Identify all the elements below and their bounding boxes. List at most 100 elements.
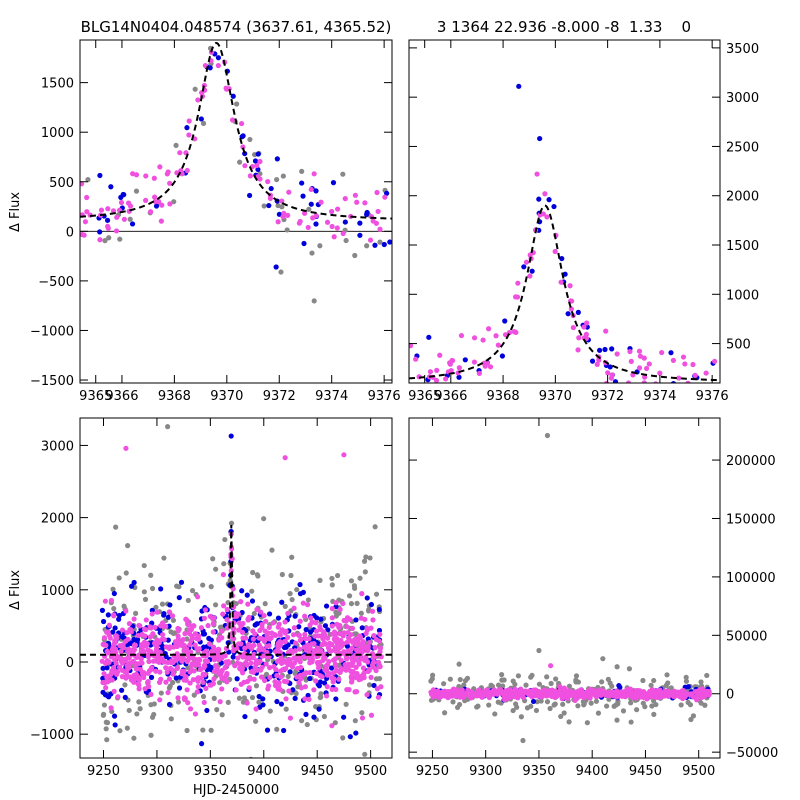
data-point-magenta	[341, 617, 347, 624]
data-point-magenta	[692, 372, 698, 378]
data-point-blue	[372, 242, 378, 248]
data-point-blue	[323, 603, 330, 609]
data-point-blue	[131, 579, 137, 586]
data-point-gray	[200, 727, 206, 733]
data-point-blue	[252, 158, 259, 164]
data-point-blue	[153, 203, 160, 209]
data-point-magenta	[219, 686, 225, 692]
data-point-magenta	[259, 664, 265, 670]
data-point-blue	[353, 617, 359, 623]
data-point-gray	[106, 235, 112, 241]
data-point-gray	[289, 554, 295, 560]
data-point-magenta	[341, 452, 347, 458]
data-point-magenta	[337, 606, 343, 613]
data-point-magenta	[369, 608, 376, 614]
data-point-gray	[283, 706, 289, 712]
data-point-gray	[280, 173, 286, 179]
y-tick-label: 500	[49, 176, 74, 191]
data-point-gray	[442, 710, 448, 716]
x-tick-label: 9374	[643, 389, 676, 404]
data-point-gray	[520, 737, 526, 744]
data-point-magenta	[111, 613, 117, 619]
data-point-magenta	[548, 663, 554, 669]
data-point-magenta	[245, 601, 251, 607]
data-point-magenta	[211, 615, 217, 621]
data-point-magenta	[498, 690, 504, 696]
data-point-gray	[529, 672, 535, 678]
data-point-magenta	[146, 658, 152, 665]
data-point-blue	[178, 579, 185, 585]
data-point-gray	[170, 679, 176, 686]
data-point-gray	[553, 676, 559, 682]
ylabel-top: Δ Flux	[8, 192, 23, 232]
data-point-gray	[170, 617, 177, 623]
data-point-magenta	[307, 656, 313, 662]
y-tick-label: 150000	[726, 512, 776, 527]
title-right: 3 1364 22.936 -8.000 -8 1.33 0	[437, 18, 691, 36]
data-point-blue	[341, 714, 347, 720]
data-point-magenta	[180, 636, 186, 643]
data-point-blue	[97, 172, 103, 179]
data-point-magenta	[430, 687, 436, 693]
data-point-gray	[249, 694, 256, 701]
data-point-magenta	[106, 622, 112, 628]
data-point-magenta	[298, 654, 304, 660]
data-point-magenta	[603, 328, 609, 334]
data-point-gray	[362, 569, 368, 575]
data-point-magenta	[261, 677, 268, 684]
data-point-magenta	[127, 626, 133, 633]
data-point-gray	[184, 727, 190, 734]
data-points	[428, 432, 712, 744]
data-point-magenta	[324, 672, 331, 678]
data-point-magenta	[324, 693, 330, 699]
data-point-magenta	[682, 361, 688, 367]
y-tick-label: 200000	[726, 454, 776, 469]
data-point-magenta	[692, 688, 698, 695]
data-point-magenta	[633, 690, 640, 696]
data-point-magenta	[276, 683, 282, 689]
data-point-blue	[255, 166, 261, 173]
data-point-magenta	[318, 648, 324, 654]
data-point-magenta	[101, 635, 108, 641]
data-point-magenta	[313, 678, 319, 684]
data-point-magenta	[269, 630, 275, 636]
data-point-gray	[149, 585, 156, 592]
data-point-blue	[111, 713, 118, 719]
data-point-magenta	[136, 622, 142, 629]
data-point-magenta	[250, 655, 256, 661]
data-point-gray	[352, 718, 358, 724]
data-point-magenta	[625, 380, 632, 383]
data-point-magenta	[637, 353, 644, 359]
y-tick-label: 3500	[726, 42, 759, 57]
data-point-gray	[588, 700, 594, 706]
data-point-magenta	[282, 455, 288, 461]
data-point-magenta	[334, 225, 340, 231]
data-point-gray	[357, 575, 363, 581]
data-point-gray	[171, 199, 177, 205]
data-point-blue	[376, 606, 382, 613]
axes-frame	[79, 417, 393, 759]
x-tick-label: 9450	[629, 764, 662, 779]
y-tick-label: 1000	[41, 126, 74, 141]
data-point-magenta	[605, 370, 611, 376]
title-left: BLG14N0404.048574 (3637.61, 4365.52)	[81, 18, 392, 36]
data-point-gray	[284, 227, 290, 233]
data-point-magenta	[224, 606, 230, 613]
data-point-magenta	[278, 640, 284, 646]
data-point-magenta	[149, 611, 155, 617]
data-point-magenta	[310, 215, 316, 221]
data-point-magenta	[329, 223, 335, 230]
data-point-blue	[97, 229, 103, 235]
data-point-gray	[499, 672, 505, 678]
data-point-magenta	[368, 674, 374, 680]
data-point-magenta	[354, 647, 360, 653]
data-point-blue	[364, 595, 370, 601]
data-point-gray	[533, 707, 540, 714]
data-point-magenta	[186, 118, 192, 124]
data-point-blue	[228, 433, 234, 439]
data-point-magenta	[294, 665, 301, 672]
data-point-magenta	[219, 628, 225, 634]
data-point-magenta	[324, 219, 331, 225]
data-point-magenta	[326, 658, 332, 665]
